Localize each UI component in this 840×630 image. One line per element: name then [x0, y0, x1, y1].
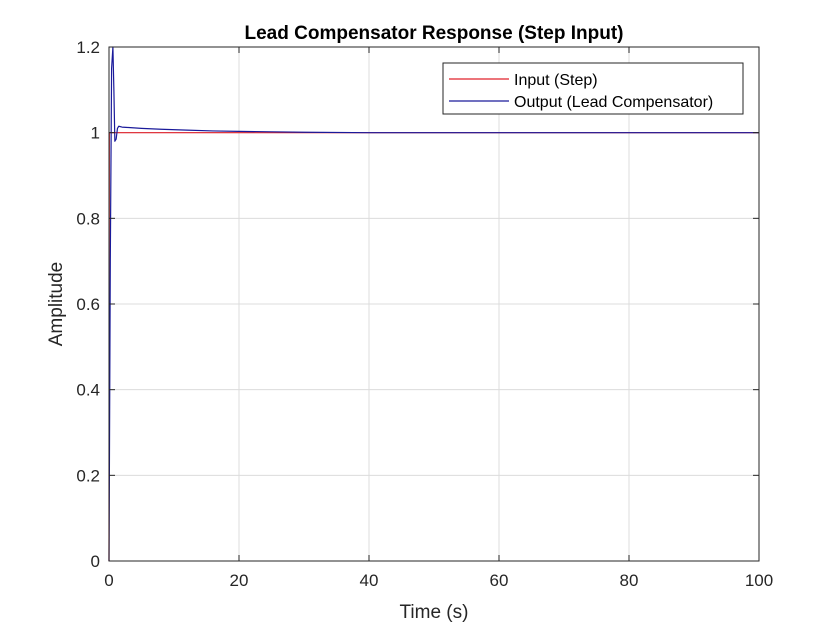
x-tick-label: 40: [360, 571, 379, 590]
legend-box: [442, 62, 744, 115]
x-tick-label: 100: [745, 571, 773, 590]
y-tick-label: 1: [91, 124, 100, 143]
series-line-output: [108, 46, 759, 562]
y-axis-label: Amplitude: [46, 262, 67, 347]
x-tick-label: 20: [230, 571, 249, 590]
y-tick-label: 0.6: [76, 295, 100, 314]
legend: Input (Step) Output (Lead Compensator): [442, 62, 744, 115]
chart-title: Lead Compensator Response (Step Input): [245, 23, 624, 44]
grid-layer: [109, 47, 759, 561]
legend-label-output: Output (Lead Compensator): [514, 94, 713, 111]
x-tick-label: 80: [620, 571, 639, 590]
y-tick-label: 0.4: [76, 381, 100, 400]
x-tick-label: 0: [104, 571, 113, 590]
series-line-input: [108, 132, 759, 562]
x-tick-label: 60: [490, 571, 509, 590]
legend-label-input: Input (Step): [514, 72, 598, 89]
y-tick-label: 0.2: [76, 466, 100, 485]
x-axis-label: Time (s): [400, 602, 469, 623]
tick-layer: 0 20 40 60 80 100 0 0.2 0.4 0.6 0.8 1 1.2: [76, 38, 773, 590]
y-tick-label: 1.2: [76, 38, 100, 57]
y-tick-label: 0.8: [76, 209, 100, 228]
y-tick-label: 0: [91, 552, 100, 571]
